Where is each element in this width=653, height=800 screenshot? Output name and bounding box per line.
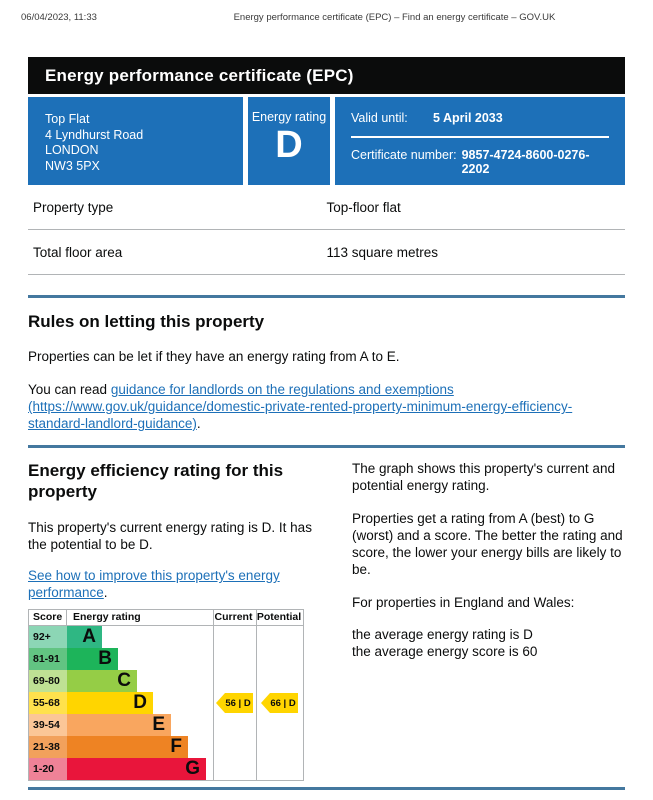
print-page-title: Energy performance certificate (EPC) – F… bbox=[233, 12, 556, 23]
certificate-number-row: Certificate number: 9857-4724-8600-0276-… bbox=[351, 148, 609, 176]
address-line-3: LONDON bbox=[45, 143, 99, 157]
band-letter: D bbox=[133, 692, 147, 713]
guidance-paragraph: You can read guidance for landlords on t… bbox=[28, 381, 625, 432]
section-divider bbox=[28, 295, 625, 298]
page-bottom-divider bbox=[28, 787, 625, 790]
score-range-label: 55-68 bbox=[29, 692, 67, 714]
certificate-page: Energy performance certificate (EPC) Top… bbox=[28, 57, 625, 790]
rating-section-right: The graph shows this property's current … bbox=[352, 460, 625, 781]
valid-until-value: 5 April 2033 bbox=[433, 111, 503, 125]
epc-band-row-c: 69-80 C bbox=[29, 670, 303, 692]
average-rating-line: the average energy rating is D bbox=[352, 627, 533, 642]
property-address-panel: Top Flat 4 Lyndhurst Road LONDON NW3 5PX bbox=[28, 97, 243, 185]
epc-band-row-b: 81-91 B bbox=[29, 648, 303, 670]
epc-band-row-d: 55-68 D bbox=[29, 692, 303, 714]
score-range-label: 21-38 bbox=[29, 736, 67, 758]
chart-col-potential: Potential bbox=[256, 611, 302, 623]
address-line-4: NW3 5PX bbox=[45, 158, 100, 173]
epc-chart-header: Score Energy rating Current Potential bbox=[29, 610, 303, 626]
score-range-label: 39-54 bbox=[29, 714, 67, 736]
rules-heading: Rules on letting this property bbox=[28, 312, 265, 331]
valid-until-row: Valid until: 5 April 2033 bbox=[351, 111, 609, 125]
page-title: Energy performance certificate (EPC) bbox=[45, 65, 354, 85]
score-range-label: 1-20 bbox=[29, 758, 67, 780]
certificate-number-label: Certificate number: bbox=[351, 148, 457, 162]
improve-paragraph: See how to improve this property's energ… bbox=[28, 567, 320, 601]
chart-col-energy-rating: Energy rating bbox=[73, 611, 141, 623]
section-divider bbox=[28, 445, 625, 448]
epc-rating-chart: Score Energy rating Current Potential 92… bbox=[28, 609, 304, 781]
chart-column-divider bbox=[213, 609, 214, 780]
print-datetime: 06/04/2023, 11:33 bbox=[21, 12, 97, 23]
energy-rating-value: D bbox=[275, 124, 303, 166]
band-letter: A bbox=[82, 626, 96, 647]
band-letter: C bbox=[117, 670, 131, 691]
score-range-label: 69-80 bbox=[29, 670, 67, 692]
floor-area-value: 113 square metres bbox=[326, 244, 439, 260]
epc-band-row-e: 39-54 E bbox=[29, 714, 303, 736]
floor-area-label: Total floor area bbox=[33, 244, 123, 260]
england-wales-paragraph: For properties in England and Wales: bbox=[352, 595, 575, 610]
band-bar-g: G bbox=[67, 758, 206, 780]
address-line-2: 4 Lyndhurst Road bbox=[45, 127, 144, 142]
valid-until-label: Valid until: bbox=[351, 111, 408, 125]
band-bar-b: B bbox=[67, 648, 118, 670]
chart-col-current: Current bbox=[214, 611, 253, 623]
property-type-row: Property type Top-floor flat bbox=[28, 185, 625, 230]
rules-paragraph: Properties can be let if they have an en… bbox=[28, 349, 400, 364]
chart-col-score: Score bbox=[29, 610, 67, 625]
validity-panel: Valid until: 5 April 2033 Certificate nu… bbox=[335, 97, 625, 185]
rating-section-left: Energy efficiency rating for this proper… bbox=[28, 460, 320, 781]
epc-chart-body: 92+ A 81-91 B 69-80 C 55-68 D 39-54 E 21-38 F 1-20 G 5… bbox=[29, 609, 303, 780]
guidance-link-prefix: You can read bbox=[28, 382, 111, 397]
property-type-label: Property type bbox=[33, 199, 114, 215]
band-bar-f: F bbox=[67, 736, 188, 758]
floor-area-row: Total floor area 113 square metres bbox=[28, 230, 625, 275]
average-score-line: the average energy score is 60 bbox=[352, 643, 538, 659]
address-line-1: Top Flat bbox=[45, 112, 90, 126]
energy-rating-panel: Energy rating D bbox=[248, 97, 330, 185]
rating-section: Energy efficiency rating for this proper… bbox=[28, 460, 625, 781]
band-bar-c: C bbox=[67, 670, 137, 692]
guidance-link-suffix: . bbox=[196, 416, 201, 431]
chart-column-divider bbox=[256, 609, 257, 780]
epc-band-row-g: 1-20 G bbox=[29, 758, 303, 780]
score-range-label: 92+ bbox=[29, 626, 67, 648]
rating-heading: Energy efficiency rating for this proper… bbox=[28, 461, 284, 501]
current-rating-arrow: 56 | D bbox=[216, 693, 253, 713]
validity-divider bbox=[351, 136, 609, 138]
score-range-label: 81-91 bbox=[29, 648, 67, 670]
averages-block: the average energy rating is D the avera… bbox=[352, 627, 625, 660]
band-bar-d: D bbox=[67, 692, 153, 714]
certificate-number-value: 9857-4724-8600-0276-2202 bbox=[461, 148, 590, 176]
rating-paragraph: This property's current energy rating is… bbox=[28, 520, 312, 552]
page-title-banner: Energy performance certificate (EPC) bbox=[28, 57, 625, 94]
improve-link-suffix: . bbox=[103, 585, 108, 600]
energy-rating-label: Energy rating bbox=[251, 110, 327, 124]
landlord-guidance-link[interactable]: guidance for landlords on the regulation… bbox=[28, 382, 573, 431]
potential-rating-arrow: 66 | D bbox=[261, 693, 298, 713]
browser-print-header: 06/04/2023, 11:33 Energy performance cer… bbox=[21, 12, 632, 23]
band-letter: G bbox=[185, 758, 200, 779]
band-bar-e: E bbox=[67, 714, 171, 736]
band-letter: B bbox=[98, 648, 112, 669]
rating-explainer-paragraph: Properties get a rating from A (best) to… bbox=[352, 511, 623, 577]
band-letter: F bbox=[170, 736, 182, 757]
epc-band-row-a: 92+ A bbox=[29, 626, 303, 648]
graph-intro-paragraph: The graph shows this property's current … bbox=[352, 461, 615, 493]
property-type-value: Top-floor flat bbox=[326, 199, 401, 215]
certificate-summary: Top Flat 4 Lyndhurst Road LONDON NW3 5PX… bbox=[28, 97, 625, 185]
improve-performance-link[interactable]: See how to improve this property's energ… bbox=[28, 568, 280, 600]
epc-band-row-f: 21-38 F bbox=[29, 736, 303, 758]
band-bar-a: A bbox=[67, 626, 102, 648]
band-letter: E bbox=[152, 714, 165, 735]
